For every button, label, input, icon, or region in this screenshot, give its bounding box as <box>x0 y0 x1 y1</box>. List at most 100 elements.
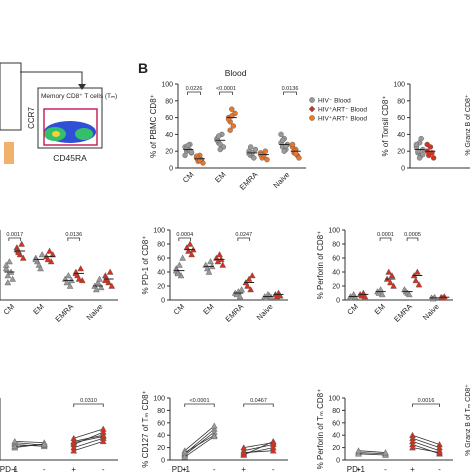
data-point <box>185 142 191 149</box>
significance-bracket <box>73 403 104 407</box>
data-point <box>97 283 105 291</box>
flow-gate <box>43 108 98 146</box>
right-edge-label-2: % Granz B of Tₘ CD8⁺ <box>465 384 472 456</box>
y-tick-label: 80 <box>157 408 165 415</box>
data-point <box>262 148 269 154</box>
data-point <box>38 251 46 258</box>
data-point <box>279 137 286 143</box>
data-point <box>77 265 84 272</box>
y-tick-label: 0 <box>336 458 340 465</box>
y-tick-label: 40 <box>332 270 340 277</box>
y-tick-label: 60 <box>157 256 165 263</box>
legend-label: HIV⁺ART⁻ Blood <box>318 107 367 114</box>
chart-row3_left: + - + - 0.0310 <box>0 398 118 474</box>
y-tick-label: 80 <box>332 408 340 415</box>
pair-line <box>73 431 104 445</box>
y-tick-label: 20 <box>397 149 405 156</box>
y-tick-label: 0 <box>161 458 165 465</box>
data-point <box>252 146 259 153</box>
y-axis-title: % of PBMC CD8⁺ <box>149 94 158 158</box>
flow-arrowhead <box>78 84 86 90</box>
data-point <box>66 282 74 289</box>
flow-x-axis-label: CD45RA <box>53 153 87 163</box>
pair-point <box>355 450 362 457</box>
pair-line <box>243 442 274 448</box>
pd1-state-label: + <box>12 465 17 474</box>
pd1-label-mid: PD-1 <box>172 465 191 474</box>
data-point <box>182 152 188 159</box>
significance-label: <0.0001 <box>189 398 209 404</box>
pd1-state-label: - <box>272 465 275 474</box>
category-label: EMRA <box>223 302 245 324</box>
pair-line <box>73 441 104 452</box>
data-point <box>44 255 52 263</box>
flow-gate-label: Memory CD8⁺ T cells (Tₘ) <box>41 93 117 100</box>
data-point <box>2 265 10 272</box>
data-point <box>278 131 284 138</box>
data-point <box>93 286 100 293</box>
pair-point <box>210 433 218 440</box>
significance-label: 0.0004 <box>176 232 193 238</box>
pair-line <box>184 436 215 458</box>
pair-point <box>436 449 443 456</box>
data-point <box>108 282 116 289</box>
y-axis-title: % CD127 of Tₘ CD8⁺ <box>141 390 150 468</box>
data-point <box>102 276 109 284</box>
pair-line <box>73 436 104 444</box>
data-point <box>430 155 437 161</box>
data-point <box>413 141 420 148</box>
data-point <box>205 268 213 275</box>
y-axis-title: % Perforin of Tₘ CD8⁺ <box>316 389 325 470</box>
flow-plot-fragment <box>0 62 22 131</box>
data-point <box>361 293 369 300</box>
significance-label: 0.0016 <box>418 398 435 404</box>
pair-point <box>210 422 218 429</box>
pd1-state-label: - <box>384 465 387 474</box>
data-point <box>219 261 227 268</box>
significance-bracket <box>237 237 251 241</box>
category-label: CM <box>181 170 196 185</box>
y-tick-label: 40 <box>157 270 165 277</box>
data-point <box>293 151 299 157</box>
pd1-state-label: + <box>182 465 187 474</box>
category-label: Naive <box>255 302 275 322</box>
y-tick-label: 60 <box>397 115 405 122</box>
legend-marker <box>309 97 315 103</box>
significance-bracket <box>187 91 201 95</box>
data-point <box>415 281 423 288</box>
legend: HIV⁻ Blood HIV⁺ART⁻ Blood HIV⁺ART⁺ Blood <box>308 97 367 123</box>
flow-y-axis-label: CCR7 <box>27 107 36 129</box>
pair-point <box>382 449 389 456</box>
pair-line <box>412 447 440 453</box>
significance-bracket <box>406 237 419 241</box>
data-point <box>106 268 114 275</box>
right-edge-label-1: % Granz B of CD8⁺ <box>465 94 472 156</box>
pair-line <box>412 444 440 455</box>
pair-point <box>99 425 107 432</box>
pair-line <box>73 428 104 439</box>
pd1-label-left: PD-1 <box>0 465 19 474</box>
data-point <box>414 268 421 275</box>
significance-bracket <box>243 403 274 407</box>
y-tick-label: 100 <box>393 82 405 89</box>
data-point <box>19 254 27 261</box>
y-axis-title: % of Tonsil CD8⁺ <box>381 96 390 157</box>
category-label: CM <box>345 302 360 317</box>
chart-blood: Blood 0 20 40 60 80 100% of PBMC CD8⁺ CM EM EMRA N… <box>149 68 306 192</box>
data-point <box>264 156 270 163</box>
data-point <box>96 275 103 282</box>
data-point <box>18 240 25 247</box>
category-label: EMRA <box>238 170 260 192</box>
data-point <box>215 133 222 139</box>
y-tick-label: 100 <box>153 228 165 235</box>
y-axis-title: % Perforin of CD8⁺ <box>316 231 325 300</box>
pd1-state-label: - <box>438 465 441 474</box>
data-point <box>247 144 254 150</box>
chart-title: Blood <box>225 68 247 78</box>
data-point <box>46 247 53 254</box>
pair-line <box>412 441 440 452</box>
category-label: EM <box>31 302 45 316</box>
data-point <box>2 261 10 268</box>
significance-bracket <box>67 237 81 241</box>
y-tick-label: 20 <box>332 284 340 291</box>
